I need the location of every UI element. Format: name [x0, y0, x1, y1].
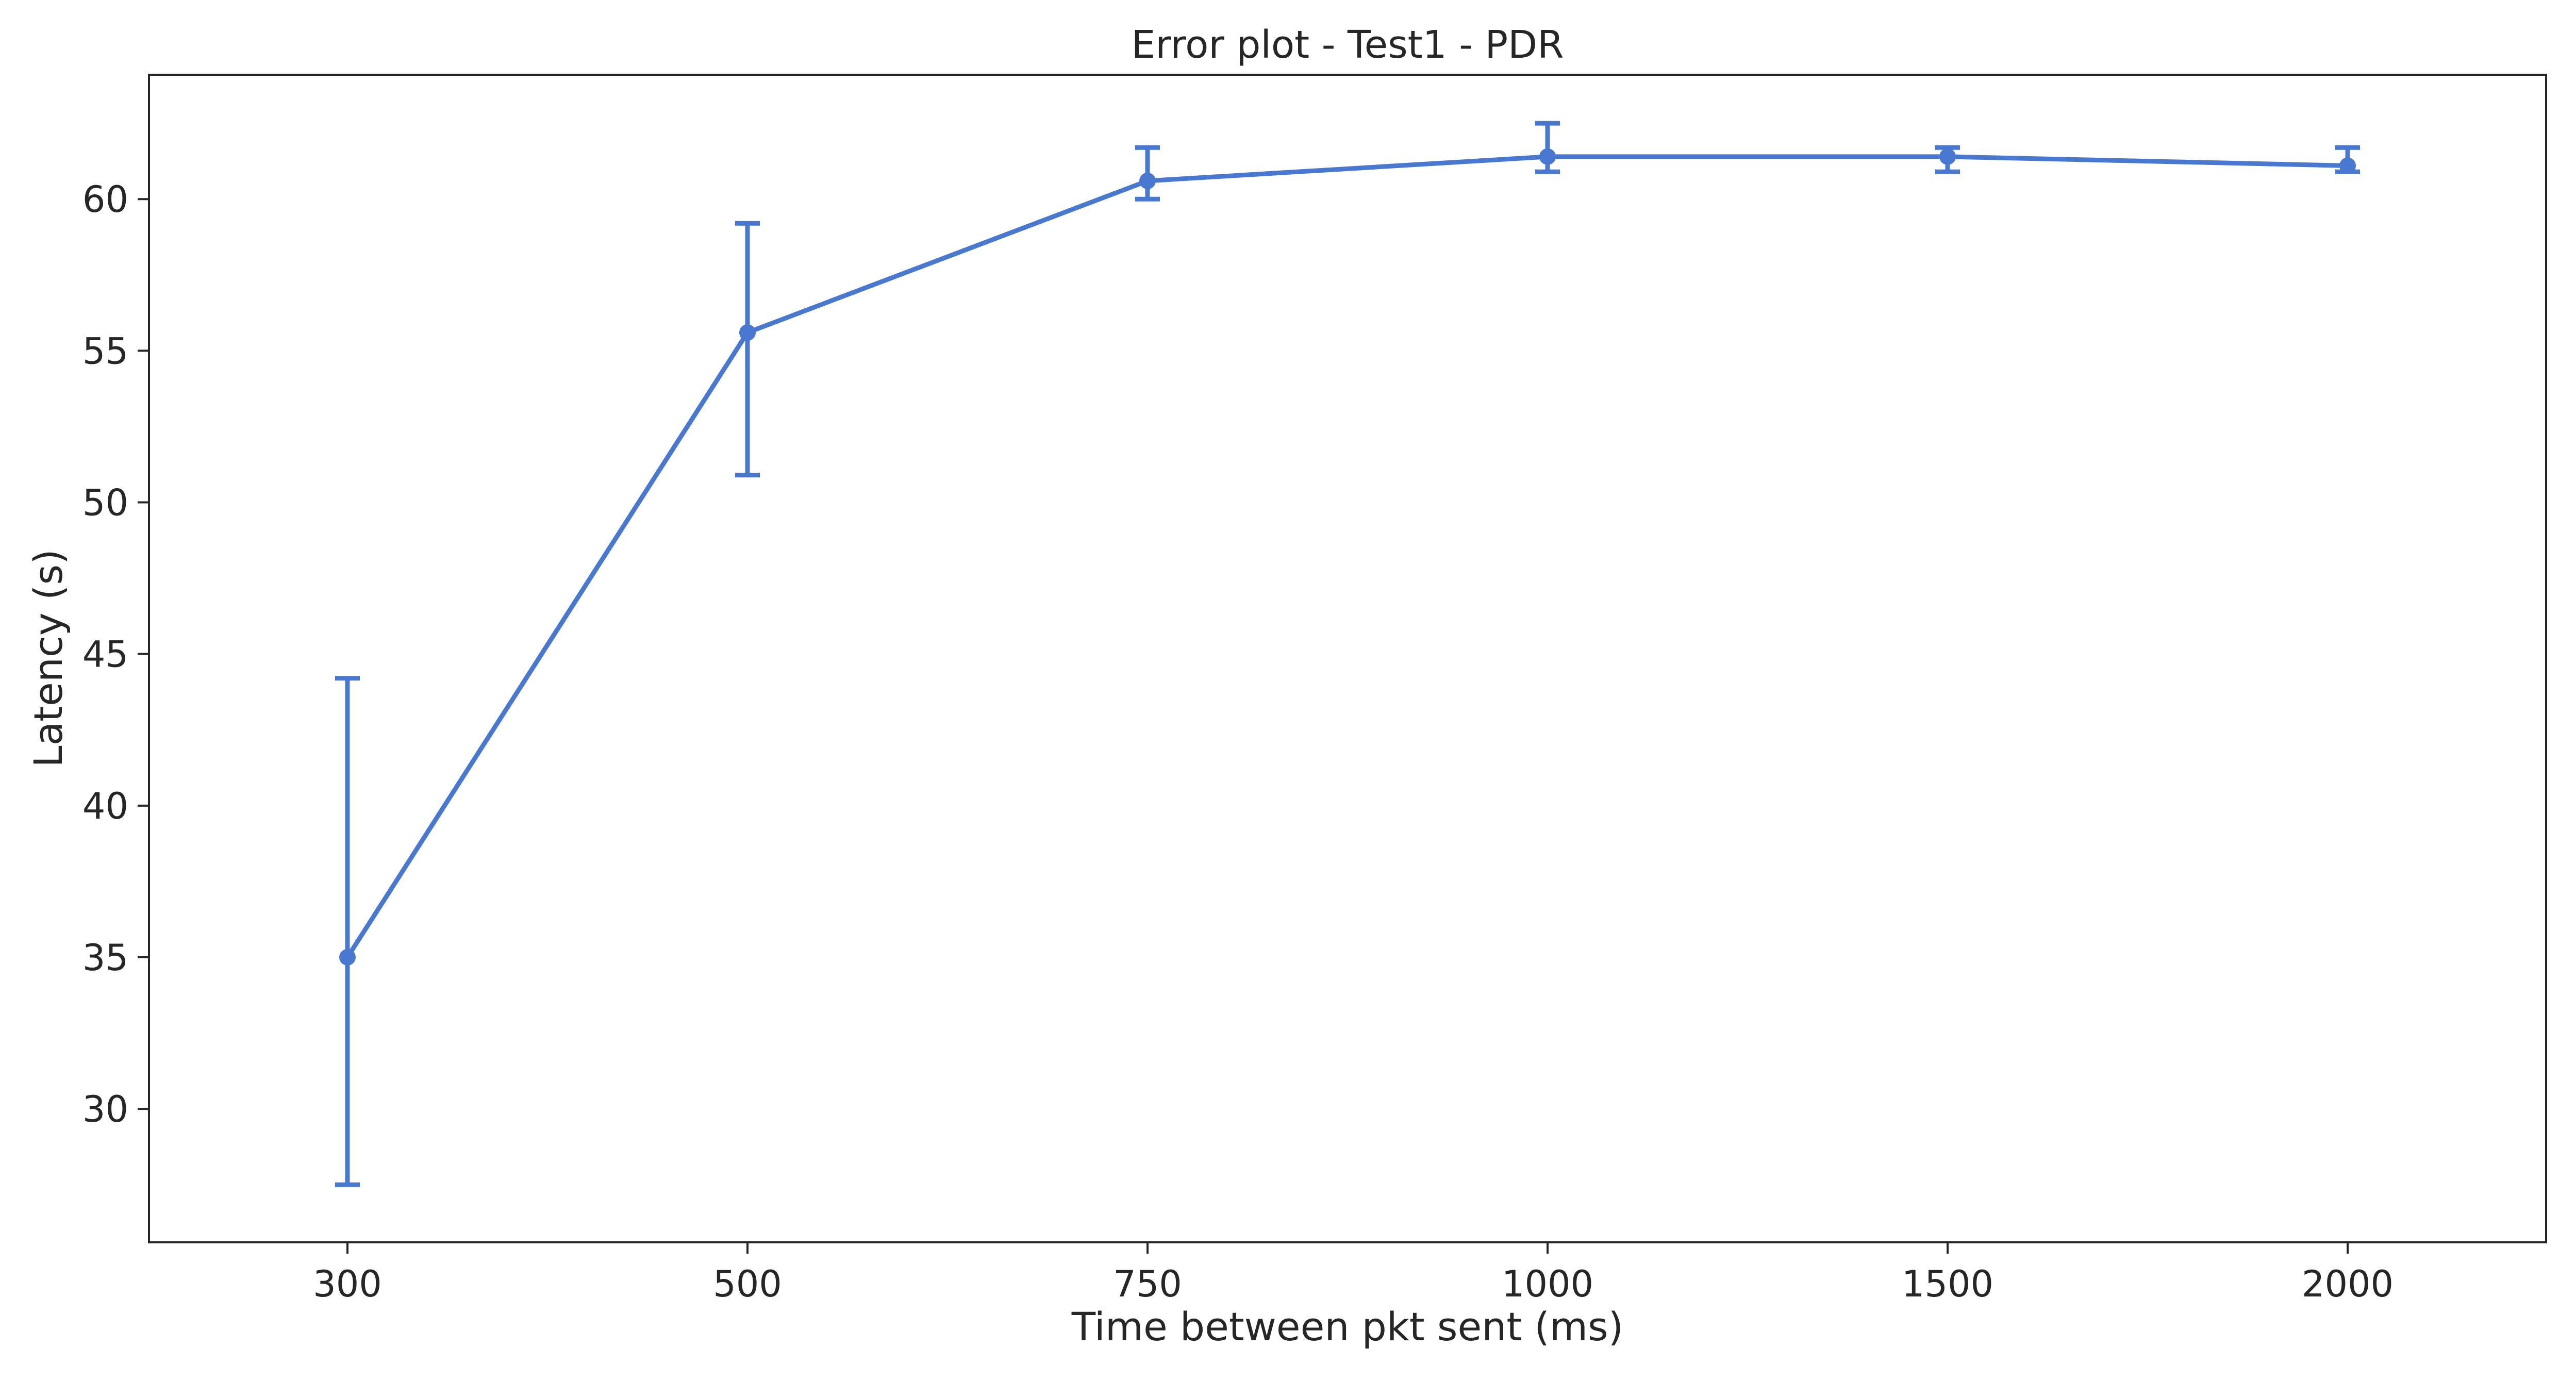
x-axis: 300 500 750 1000 1500 2000: [313, 1242, 2394, 1305]
data-point: [339, 949, 356, 966]
plot-frame: [148, 74, 2547, 1243]
x-tick-label: 500: [713, 1263, 782, 1305]
x-axis-label: Time between pkt sent (ms): [1071, 1304, 1624, 1350]
x-tick-label: 2000: [2302, 1263, 2394, 1305]
data-points: [339, 148, 2356, 966]
data-point: [1939, 148, 1956, 165]
chart-title: Error plot - Test1 - PDR: [1131, 23, 1564, 67]
data-point: [739, 324, 756, 341]
y-tick-label: 45: [82, 634, 128, 676]
series-line: [345, 154, 2350, 960]
x-tick-label: 300: [313, 1263, 382, 1305]
error-bars: [335, 121, 2360, 1187]
y-tick-label: 50: [82, 482, 128, 524]
y-tick-label: 35: [82, 937, 128, 979]
y-axis-label: Latency (s): [25, 549, 71, 767]
data-point: [2339, 157, 2356, 174]
y-tick-label: 60: [82, 178, 128, 221]
y-tick-label: 30: [82, 1088, 128, 1130]
x-tick-label: 750: [1113, 1263, 1182, 1305]
data-point: [1139, 172, 1156, 189]
y-axis: 30 35 40 45 50 55 60: [82, 178, 149, 1130]
data-point: [1539, 148, 1556, 165]
x-tick-label: 1500: [1902, 1263, 1993, 1305]
y-tick-label: 40: [82, 785, 128, 827]
y-tick-label: 55: [82, 330, 128, 372]
x-tick-label: 1000: [1502, 1263, 1593, 1305]
